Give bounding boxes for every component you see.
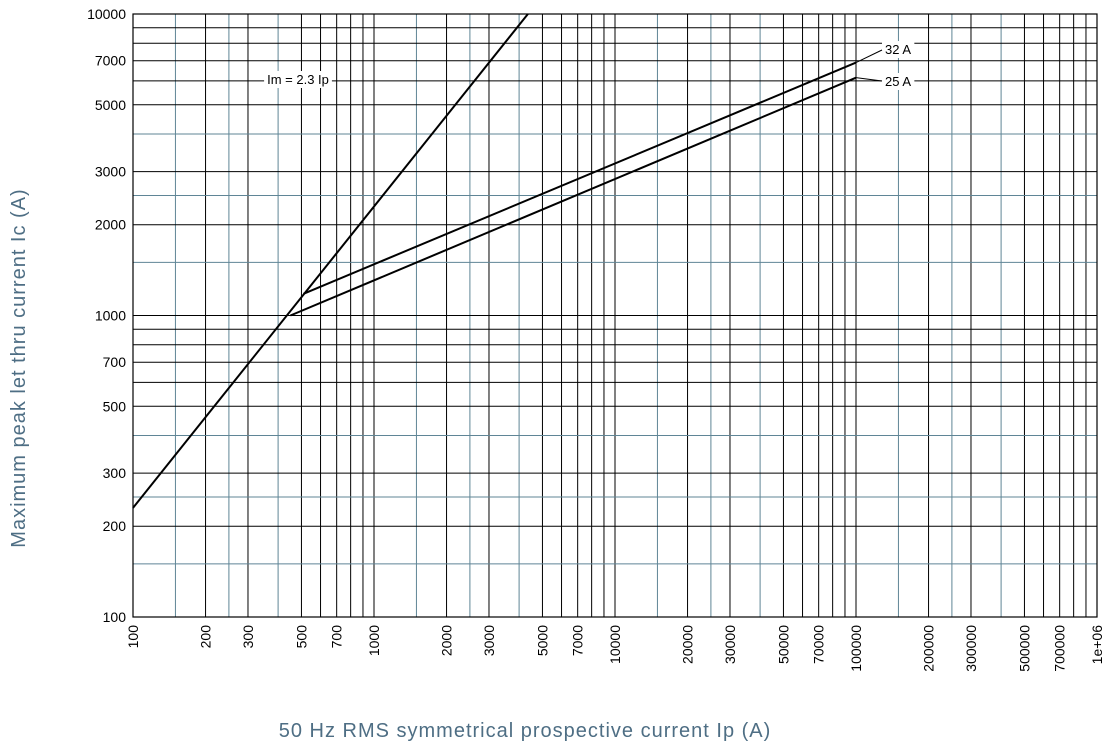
- leader-25a: [855, 77, 883, 82]
- y-tick-label: 200: [103, 518, 127, 534]
- x-tick-label: 7000: [570, 625, 586, 656]
- annotations: Im = 2.3 Ip 32 A 25 A: [264, 41, 915, 90]
- x-tick-label: 100: [125, 625, 141, 649]
- x-tick-label: 300000: [963, 625, 979, 672]
- x-tick-label: 200: [198, 625, 214, 649]
- y-tick-label: 7000: [95, 53, 126, 69]
- x-tick-label: 30000: [722, 625, 738, 664]
- x-tick-label: 300: [240, 625, 256, 649]
- x-tick-label: 3000: [481, 625, 497, 656]
- y-tick-label: 100: [103, 609, 127, 625]
- x-tick-label: 500: [294, 625, 310, 649]
- x-tick-label: 50000: [776, 625, 792, 664]
- x-axis-title: 50 Hz RMS symmetrical prospective curren…: [279, 720, 772, 742]
- x-tick-labels: 100 200 300 500 700 1000 2000 3000 5000 7000 10000…: [125, 625, 1105, 672]
- y-axis-title: Maximum peak let thru current Ic (A): [8, 188, 30, 547]
- x-tick-label: 700: [329, 625, 345, 649]
- grid: [132, 14, 1097, 618]
- y-tick-label: 3000: [95, 164, 126, 180]
- y-tick-labels: 100 200 300 500 700 1000 2000 3000 5000 7000 10000: [87, 6, 126, 625]
- label-25a-bg: [881, 73, 915, 90]
- y-tick-label: 2000: [95, 217, 126, 233]
- x-tick-label: 1e+06: [1089, 625, 1105, 665]
- x-tick-label: 5000: [535, 625, 551, 656]
- series-line-1: [303, 61, 857, 295]
- y-tick-label: 500: [103, 398, 127, 414]
- label-32a-bg: [881, 41, 915, 58]
- y-tick-label: 5000: [95, 97, 126, 113]
- x-tick-label: 2000: [439, 625, 455, 656]
- label-im: Im = 2.3 Ip: [267, 72, 329, 87]
- plot-frame: [132, 13, 1098, 618]
- y-tick-label: 10000: [87, 6, 126, 22]
- x-tick-label: 100000: [848, 625, 864, 672]
- series-line-0: [132, 13, 529, 509]
- leader-32a: [855, 49, 883, 64]
- y-tick-label: 1000: [95, 308, 126, 324]
- series-line-2: [290, 76, 857, 317]
- x-tick-label: 500000: [1017, 625, 1033, 672]
- label-32a: 32 A: [885, 42, 911, 57]
- x-tick-label: 70000: [811, 625, 827, 664]
- x-tick-label: 1000: [366, 625, 382, 656]
- series-lines: [132, 13, 857, 509]
- y-tick-label: 700: [103, 354, 127, 370]
- x-tick-label: 200000: [921, 625, 937, 672]
- label-25a: 25 A: [885, 74, 911, 89]
- x-tick-label: 20000: [680, 625, 696, 664]
- x-tick-label: 700000: [1052, 625, 1068, 672]
- y-tick-label: 300: [103, 465, 127, 481]
- x-tick-label: 10000: [607, 625, 623, 664]
- label-im-bg: [264, 71, 332, 88]
